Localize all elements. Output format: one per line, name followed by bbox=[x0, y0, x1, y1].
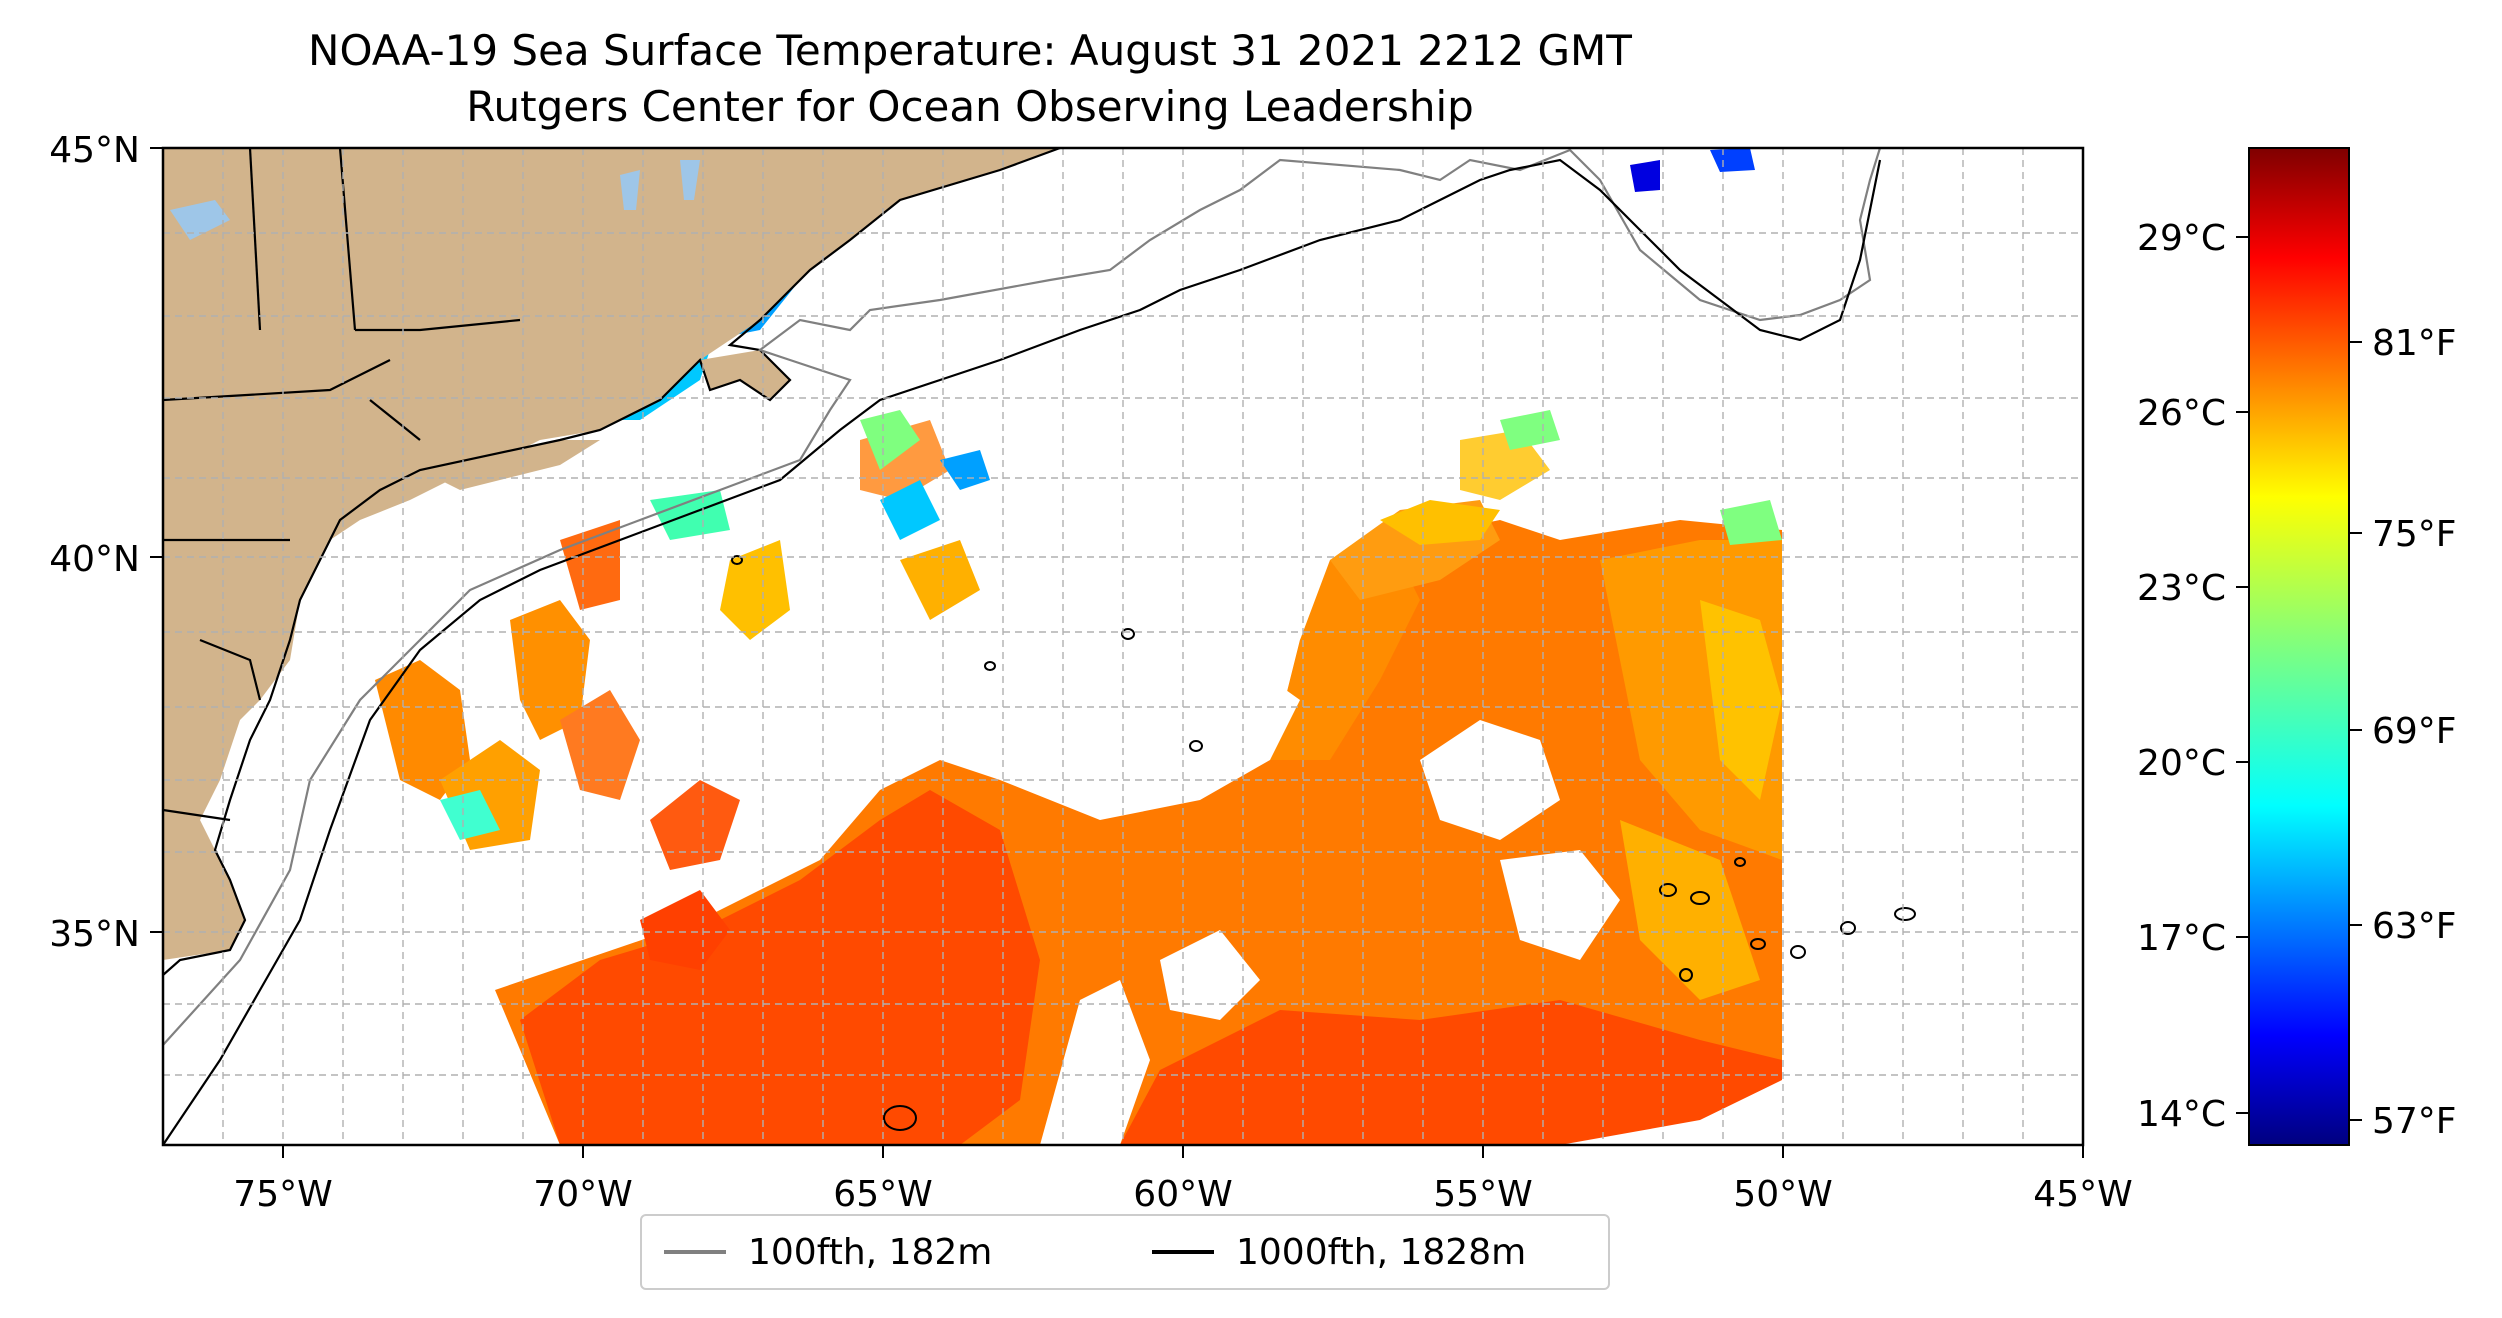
map-title: NOAA-19 Sea Surface Temperature: August … bbox=[308, 26, 1632, 75]
lon-tick-label: 60°W bbox=[1133, 1174, 1232, 1215]
map-frame bbox=[161, 146, 2085, 1147]
fahrenheit-tick-label: 75°F bbox=[2372, 514, 2457, 555]
lat-tick-label: 40°N bbox=[49, 539, 140, 580]
legend-line-icon bbox=[1152, 1250, 1214, 1254]
celsius-tick-label: 23°C bbox=[2137, 568, 2226, 609]
fahrenheit-tick-label: 81°F bbox=[2372, 323, 2457, 364]
lat-tick-label: 35°N bbox=[49, 914, 140, 955]
isobath-100fth bbox=[163, 148, 1882, 1046]
legend: 100fth, 182m 1000fth, 1828m bbox=[640, 1214, 1610, 1290]
celsius-tick-label: 14°C bbox=[2137, 1094, 2226, 1135]
legend-item-1000fth: 1000fth, 1828m bbox=[1152, 1226, 1526, 1278]
map-subtitle: Rutgers Center for Ocean Observing Leade… bbox=[466, 82, 1474, 131]
sst-cool-patches bbox=[440, 410, 1782, 840]
land bbox=[163, 148, 1060, 960]
coastline bbox=[163, 148, 1061, 976]
lon-tick-label: 55°W bbox=[1433, 1174, 1532, 1215]
lat-axis bbox=[150, 147, 163, 933]
seamount-outlines bbox=[731, 555, 1916, 1131]
colorbar-fahrenheit-ticks bbox=[2349, 341, 2362, 1121]
sst-western-patches bbox=[375, 420, 1550, 970]
celsius-tick-label: 17°C bbox=[2137, 918, 2226, 959]
lon-tick-label: 70°W bbox=[533, 1174, 632, 1215]
map-content bbox=[163, 148, 2083, 1145]
lon-tick-label: 50°W bbox=[1733, 1174, 1832, 1215]
lon-axis bbox=[282, 1145, 2084, 1158]
lat-tick-label: 45°N bbox=[49, 130, 140, 171]
fahrenheit-tick-label: 69°F bbox=[2372, 711, 2457, 752]
legend-label: 100fth, 182m bbox=[748, 1231, 993, 1273]
lon-tick-label: 75°W bbox=[233, 1174, 332, 1215]
lon-tick-label: 65°W bbox=[833, 1174, 932, 1215]
gridlines bbox=[163, 148, 2083, 1145]
colorbar-celsius-ticks bbox=[2236, 236, 2249, 1114]
colorbar bbox=[2248, 147, 2350, 1146]
celsius-tick-label: 20°C bbox=[2137, 743, 2226, 784]
fahrenheit-tick-label: 63°F bbox=[2372, 906, 2457, 947]
legend-line-icon bbox=[664, 1250, 726, 1254]
celsius-tick-label: 29°C bbox=[2137, 218, 2226, 259]
fahrenheit-tick-label: 57°F bbox=[2372, 1101, 2457, 1142]
legend-item-100fth: 100fth, 182m bbox=[664, 1226, 992, 1278]
legend-label: 1000fth, 1828m bbox=[1236, 1231, 1527, 1273]
lon-tick-label: 45°W bbox=[2033, 1174, 2132, 1215]
inland-water bbox=[170, 160, 700, 240]
celsius-tick-label: 26°C bbox=[2137, 393, 2226, 434]
isobath-1000fth bbox=[163, 158, 1882, 1145]
